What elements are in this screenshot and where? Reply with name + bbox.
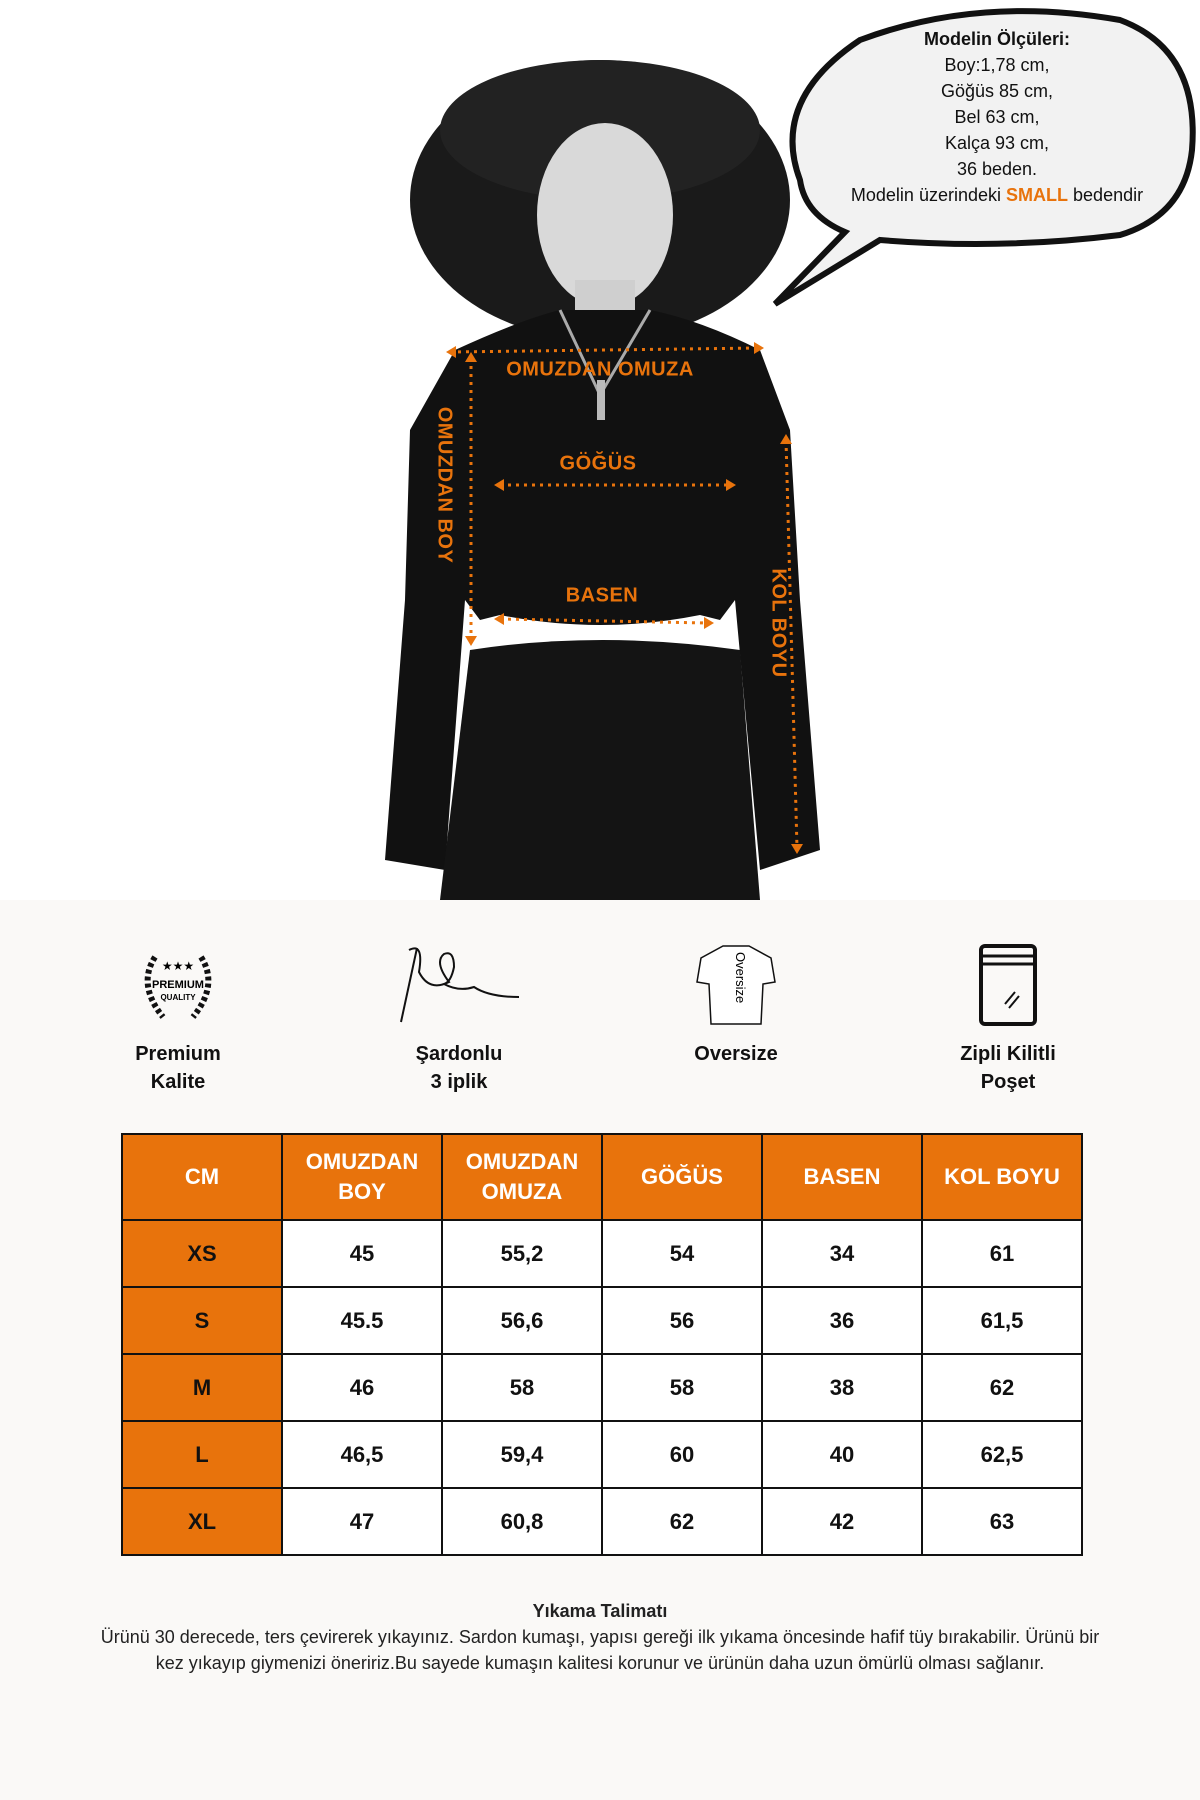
model-size-line: Modelin üzerindeki SMALL bedendir [800, 182, 1194, 208]
feature-thread: Şardonlu 3 iplik [359, 942, 559, 1096]
bubble-line: Bel 63 cm, [954, 107, 1040, 127]
measurement-cell: 55,2 [441, 1219, 603, 1288]
column-header: OMUZDAN OMUZA [441, 1133, 603, 1221]
measurement-cell: 54 [601, 1219, 763, 1288]
size-table: CM OMUZDAN BOY OMUZDAN OMUZA GÖĞÜS BASEN KOL … [121, 1133, 1083, 1556]
model-illustration [385, 8, 1196, 900]
measurement-cell: 34 [761, 1219, 923, 1288]
measurement-cell: 61,5 [921, 1286, 1083, 1355]
measurement-cell: 45 [281, 1219, 443, 1288]
bubble-line: Boy:1,78 cm, [944, 55, 1050, 75]
size-cell: S [121, 1286, 283, 1355]
model-photo: Modelin Ölçüleri: Boy:1,78 cm, Göğüs 85 … [385, 8, 1196, 900]
feature-zipbag: Zipli Kilitli Poşet [908, 942, 1108, 1096]
measurement-cell: 58 [601, 1353, 763, 1422]
measurement-cell: 59,4 [441, 1420, 603, 1489]
model-measurements: Modelin Ölçüleri: Boy:1,78 cm, Göğüs 85 … [800, 26, 1194, 208]
measurement-cell: 36 [761, 1286, 923, 1355]
column-header: CM [121, 1133, 283, 1221]
size-prefix: Modelin üzerindeki [850, 185, 1001, 205]
table-row: L 46,5 59,4 60 40 62,5 [121, 1420, 1083, 1489]
feature-label: Poşet [980, 1071, 1036, 1093]
size-cell: XS [121, 1219, 283, 1288]
feature-label: 3 iplik [430, 1071, 488, 1093]
size-cell: L [121, 1420, 283, 1489]
feature-premium: ★★★ PREMIUM QUALITY Premium Kalite [78, 942, 278, 1096]
table-row: M 46 58 58 38 62 [121, 1353, 1083, 1422]
table-row: S 45.5 56,6 56 36 61,5 [121, 1286, 1083, 1355]
label-chest: GÖĞÜS [559, 452, 637, 475]
svg-text:★★★: ★★★ [162, 959, 194, 973]
table-header-row: CM OMUZDAN BOY OMUZDAN OMUZA GÖĞÜS BASEN KOL … [121, 1133, 1083, 1221]
measurement-cell: 60,8 [441, 1487, 603, 1556]
feature-label: Kalite [150, 1071, 206, 1093]
measurement-cell: 42 [761, 1487, 923, 1556]
label-length: OMUZDAN BOY [433, 406, 456, 564]
bubble-line: Göğüs 85 cm, [940, 81, 1054, 101]
feature-label: Şardonlu [415, 1043, 503, 1065]
column-header: BASEN [761, 1133, 923, 1221]
size-suffix: bedendir [1073, 185, 1144, 205]
feature-oversize: Oversize Oversize [636, 942, 836, 1068]
column-header: KOL BOYU [921, 1133, 1083, 1221]
size-cell: M [121, 1353, 283, 1422]
measurement-cell: 60 [601, 1420, 763, 1489]
bubble-line: 36 beden. [956, 159, 1038, 179]
wash-text: Ürünü 30 derecede, ters çevirerek yıkayı… [100, 1627, 1100, 1673]
needle-thread-icon [400, 947, 520, 1023]
bubble-title: Modelin Ölçüleri: [923, 29, 1070, 49]
zip-bag-icon [979, 944, 1037, 1026]
table-row: XS 45 55,2 54 34 61 [121, 1219, 1083, 1288]
measurement-cell: 56 [601, 1286, 763, 1355]
label-hip: BASEN [565, 584, 639, 607]
size-value: SMALL [1006, 185, 1069, 205]
feature-label: Oversize [694, 1043, 778, 1065]
size-cell: XL [121, 1487, 283, 1556]
bubble-line: Kalça 93 cm, [944, 133, 1050, 153]
measurement-cell: 56,6 [441, 1286, 603, 1355]
label-shoulder: OMUZDAN OMUZA [506, 358, 694, 381]
measurement-cell: 62 [921, 1353, 1083, 1422]
svg-text:QUALITY: QUALITY [160, 993, 196, 1002]
measurement-cell: 62,5 [921, 1420, 1083, 1489]
premium-quality-badge-icon: ★★★ PREMIUM QUALITY [144, 955, 212, 1019]
measurement-cell: 46,5 [281, 1420, 443, 1489]
svg-text:Oversize: Oversize [733, 952, 748, 1003]
measurement-cell: 63 [921, 1487, 1083, 1556]
speech-bubble [772, 8, 1196, 307]
svg-text:PREMIUM: PREMIUM [152, 979, 204, 991]
measurement-cell: 40 [761, 1420, 923, 1489]
column-header: GÖĞÜS [601, 1133, 763, 1221]
measurement-cell: 46 [281, 1353, 443, 1422]
oversize-tshirt-icon: Oversize [696, 945, 776, 1025]
measurement-cell: 38 [761, 1353, 923, 1422]
measurement-cell: 62 [601, 1487, 763, 1556]
label-sleeve: KOL BOYU [767, 568, 790, 678]
measurement-cell: 58 [441, 1353, 603, 1422]
wash-title: Yıkama Talimatı [532, 1601, 668, 1621]
table-row: XL 47 60,8 62 42 63 [121, 1487, 1083, 1556]
feature-label: Premium [135, 1043, 221, 1065]
column-header: OMUZDAN BOY [281, 1133, 443, 1221]
wash-instructions: Yıkama Talimatı Ürünü 30 derecede, ters … [100, 1598, 1100, 1676]
measurement-cell: 47 [281, 1487, 443, 1556]
measurement-cell: 61 [921, 1219, 1083, 1288]
measurement-cell: 45.5 [281, 1286, 443, 1355]
feature-label: Zipli Kilitli [960, 1043, 1056, 1065]
